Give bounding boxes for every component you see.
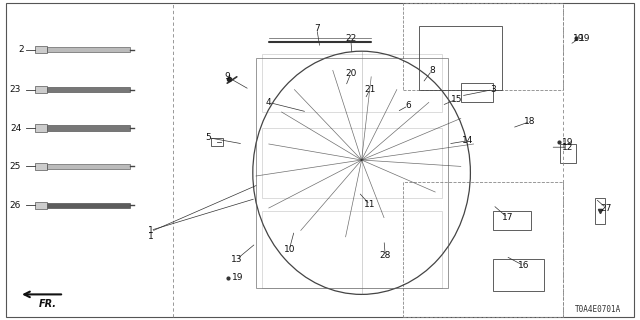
Bar (47, 47, 130, 52)
Text: 1: 1 (148, 232, 153, 241)
Bar (560, 144, 576, 163)
Bar (595, 198, 605, 224)
Bar (403, 3, 563, 90)
Bar (262, 54, 442, 112)
Text: 19: 19 (562, 138, 573, 147)
Text: FR.: FR. (39, 299, 57, 309)
Text: 19: 19 (579, 34, 591, 43)
Bar (493, 211, 531, 230)
Text: 24: 24 (10, 124, 21, 132)
Bar (47, 87, 130, 92)
Text: 6: 6 (406, 101, 411, 110)
Text: 25: 25 (10, 162, 21, 171)
Text: 19: 19 (232, 273, 243, 282)
Bar (256, 58, 448, 288)
Bar (35, 163, 47, 170)
Bar (35, 124, 47, 132)
Text: 10: 10 (284, 245, 295, 254)
Text: 3: 3 (490, 85, 495, 94)
Text: 21: 21 (364, 85, 376, 94)
Bar (35, 86, 47, 93)
Text: 16: 16 (518, 261, 529, 270)
Text: 22: 22 (345, 34, 356, 43)
Text: 4: 4 (266, 98, 271, 107)
Bar (35, 46, 47, 53)
Bar (47, 125, 130, 131)
Bar (35, 202, 47, 209)
Text: 2: 2 (19, 45, 24, 54)
Text: 5: 5 (205, 133, 211, 142)
Text: 20: 20 (345, 69, 356, 78)
Bar (403, 182, 563, 317)
Text: 19: 19 (573, 34, 585, 43)
Text: 14: 14 (461, 136, 473, 145)
Text: 9: 9 (225, 72, 230, 81)
Bar (47, 203, 130, 208)
Text: 28: 28 (380, 252, 391, 260)
Text: 17: 17 (502, 213, 513, 222)
Text: T0A4E0701A: T0A4E0701A (575, 305, 621, 314)
Bar (262, 128, 442, 198)
Text: 8: 8 (429, 66, 435, 75)
Text: 26: 26 (10, 201, 21, 210)
Text: 23: 23 (10, 85, 21, 94)
Text: 27: 27 (600, 204, 612, 212)
Text: 13: 13 (231, 255, 243, 264)
Text: 12: 12 (562, 143, 573, 152)
Bar (461, 83, 493, 102)
Bar (211, 138, 223, 146)
Text: 15: 15 (451, 95, 462, 104)
Bar (262, 211, 442, 288)
Bar (47, 164, 130, 169)
Text: 11: 11 (364, 200, 376, 209)
Text: 7: 7 (314, 24, 319, 33)
Text: 18: 18 (524, 117, 536, 126)
Text: 1: 1 (148, 226, 153, 235)
Bar (419, 26, 502, 90)
Bar (493, 259, 544, 291)
